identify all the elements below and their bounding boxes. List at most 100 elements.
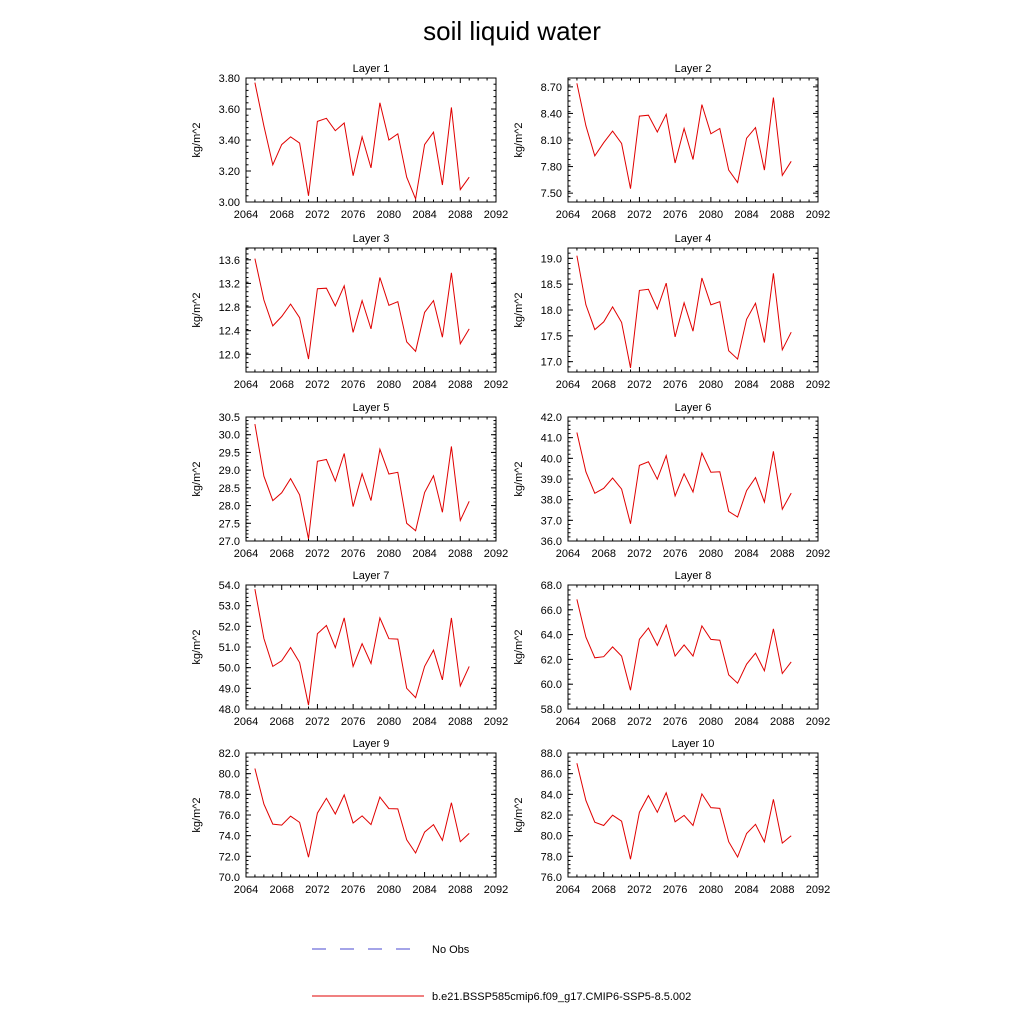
panel-layer-7: Layer 7 kg/m^2 2064 2068 2072 2076 2080 2084 208… <box>191 570 508 728</box>
y-tick-label: 86.0 <box>541 769 562 781</box>
x-tick-label: 2088 <box>448 209 472 221</box>
series-line <box>254 424 470 539</box>
figure-title: soil liquid water <box>423 16 601 46</box>
y-tick-label: 7.80 <box>541 162 562 174</box>
y-tick-label: 50.0 <box>219 663 240 675</box>
x-tick-label: 2064 <box>556 209 580 221</box>
y-tick-label: 66.0 <box>541 605 562 617</box>
panel-layer-9: Layer 9 kg/m^2 2064 2068 2072 2076 2080 2084 208… <box>191 738 508 896</box>
y-tick-label: 78.0 <box>541 851 562 863</box>
plot-frame <box>245 584 497 710</box>
x-tick-label: 2080 <box>699 884 723 896</box>
panel-layer-4: Layer 4 kg/m^2 2064 2068 2072 2076 2080 2084 208… <box>513 233 830 391</box>
x-tick-label: 2072 <box>627 379 651 391</box>
x-tick-label: 2088 <box>770 379 794 391</box>
x-tick-label: 2080 <box>377 884 401 896</box>
panel-title: Layer 10 <box>672 738 715 750</box>
x-tick-label: 2088 <box>448 379 472 391</box>
y-tick-label: 28.0 <box>219 501 240 513</box>
y-tick-label: 82.0 <box>541 810 562 822</box>
x-tick-label: 2072 <box>305 884 329 896</box>
x-tick-label: 2092 <box>806 716 830 728</box>
plot-frame <box>567 752 819 878</box>
y-tick-label: 7.50 <box>541 188 562 200</box>
x-tick-label: 2064 <box>234 379 258 391</box>
y-tick-label: 58.0 <box>541 704 562 716</box>
y-tick-label: 28.5 <box>219 483 240 495</box>
x-tick-label: 2072 <box>627 548 651 560</box>
y-axis-label: kg/m^2 <box>191 629 203 664</box>
y-tick-label: 19.0 <box>541 253 562 265</box>
panel-title: Layer 5 <box>353 402 390 414</box>
y-tick-label: 18.0 <box>541 305 562 317</box>
x-tick-label: 2068 <box>269 884 293 896</box>
x-tick-label: 2076 <box>341 548 365 560</box>
x-tick-label: 2084 <box>412 884 436 896</box>
x-tick-label: 2092 <box>806 379 830 391</box>
y-tick-label: 17.5 <box>541 331 562 343</box>
y-tick-label: 38.0 <box>541 495 562 507</box>
y-axis-label: kg/m^2 <box>191 797 203 832</box>
x-tick-label: 2080 <box>377 209 401 221</box>
x-tick-label: 2072 <box>305 379 329 391</box>
x-tick-label: 2092 <box>484 884 508 896</box>
y-tick-label: 72.0 <box>219 851 240 863</box>
y-axis-label: kg/m^2 <box>513 122 525 157</box>
x-tick-label: 2080 <box>699 379 723 391</box>
series-line <box>254 768 470 858</box>
x-tick-label: 2080 <box>699 548 723 560</box>
x-tick-label: 2064 <box>234 209 258 221</box>
x-tick-label: 2068 <box>591 379 615 391</box>
legend-entry-case: b.e21.BSSP585cmip6.f09_g17.CMIP6-SSP5-8.… <box>312 991 691 1003</box>
plot-frame <box>245 247 497 373</box>
x-tick-label: 2072 <box>627 884 651 896</box>
legend-label: No Obs <box>432 944 470 956</box>
y-tick-label: 12.8 <box>219 302 240 314</box>
panel-layer-2: Layer 2 kg/m^2 2064 2068 2072 2076 2080 2084 208… <box>513 63 830 221</box>
x-tick-label: 2088 <box>770 884 794 896</box>
x-tick-label: 2076 <box>663 379 687 391</box>
x-tick-label: 2076 <box>663 716 687 728</box>
y-tick-label: 8.10 <box>541 135 562 147</box>
x-tick-label: 2092 <box>484 209 508 221</box>
y-tick-label: 8.40 <box>541 108 562 120</box>
y-tick-label: 27.5 <box>219 518 240 530</box>
x-tick-label: 2068 <box>591 884 615 896</box>
x-tick-label: 2076 <box>341 379 365 391</box>
y-tick-label: 84.0 <box>541 789 562 801</box>
x-tick-label: 2072 <box>305 548 329 560</box>
panel-layer-8: Layer 8 kg/m^2 2064 2068 2072 2076 2080 2084 208… <box>513 570 830 728</box>
x-tick-label: 2092 <box>806 548 830 560</box>
y-tick-label: 42.0 <box>541 412 562 424</box>
x-tick-label: 2092 <box>806 884 830 896</box>
x-tick-label: 2084 <box>734 379 758 391</box>
y-tick-label: 29.5 <box>219 447 240 459</box>
legend: No Obs b.e21.BSSP585cmip6.f09_g17.CMIP6-… <box>312 944 691 1003</box>
y-axis-label: kg/m^2 <box>191 292 203 327</box>
y-tick-label: 39.0 <box>541 474 562 486</box>
x-tick-label: 2064 <box>234 548 258 560</box>
y-tick-label: 17.0 <box>541 357 562 369</box>
x-tick-label: 2088 <box>770 716 794 728</box>
y-tick-label: 36.0 <box>541 536 562 548</box>
x-tick-label: 2068 <box>269 716 293 728</box>
x-tick-label: 2064 <box>234 716 258 728</box>
y-axis-label: kg/m^2 <box>513 629 525 664</box>
x-tick-label: 2080 <box>377 379 401 391</box>
x-tick-label: 2084 <box>734 716 758 728</box>
y-tick-label: 41.0 <box>541 433 562 445</box>
panel-title: Layer 6 <box>675 402 712 414</box>
plot-frame <box>567 584 819 710</box>
x-tick-label: 2072 <box>305 716 329 728</box>
x-tick-label: 2084 <box>412 716 436 728</box>
x-tick-label: 2084 <box>412 379 436 391</box>
x-tick-label: 2068 <box>269 379 293 391</box>
y-tick-label: 3.20 <box>219 166 240 178</box>
y-tick-label: 3.60 <box>219 104 240 116</box>
y-tick-label: 76.0 <box>541 872 562 884</box>
x-tick-label: 2080 <box>377 548 401 560</box>
y-tick-label: 37.0 <box>541 515 562 527</box>
series-line <box>576 255 792 368</box>
y-tick-label: 82.0 <box>219 748 240 760</box>
plot-frame <box>245 77 497 203</box>
